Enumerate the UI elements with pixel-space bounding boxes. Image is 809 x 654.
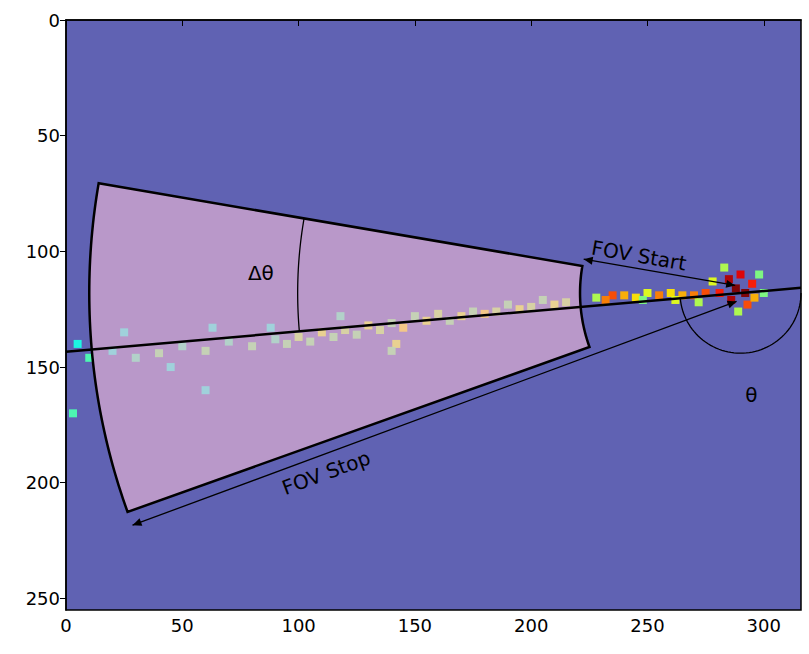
svg-text:0: 0 [49, 10, 60, 31]
svg-text:Δθ: Δθ [248, 261, 274, 285]
svg-text:0: 0 [60, 615, 71, 636]
svg-text:50: 50 [37, 125, 60, 146]
svg-text:200: 200 [26, 472, 60, 493]
svg-text:FOV Start: FOV Start [590, 236, 689, 276]
svg-text:250: 250 [26, 588, 60, 609]
svg-text:300: 300 [747, 615, 781, 636]
svg-text:50: 50 [171, 615, 194, 636]
svg-text:100: 100 [281, 615, 315, 636]
svg-text:FOV Stop: FOV Stop [279, 445, 374, 500]
svg-text:200: 200 [514, 615, 548, 636]
svg-text:150: 150 [26, 357, 60, 378]
svg-text:θ: θ [745, 383, 757, 407]
svg-text:100: 100 [26, 241, 60, 262]
svg-text:250: 250 [630, 615, 664, 636]
svg-text:150: 150 [398, 615, 432, 636]
